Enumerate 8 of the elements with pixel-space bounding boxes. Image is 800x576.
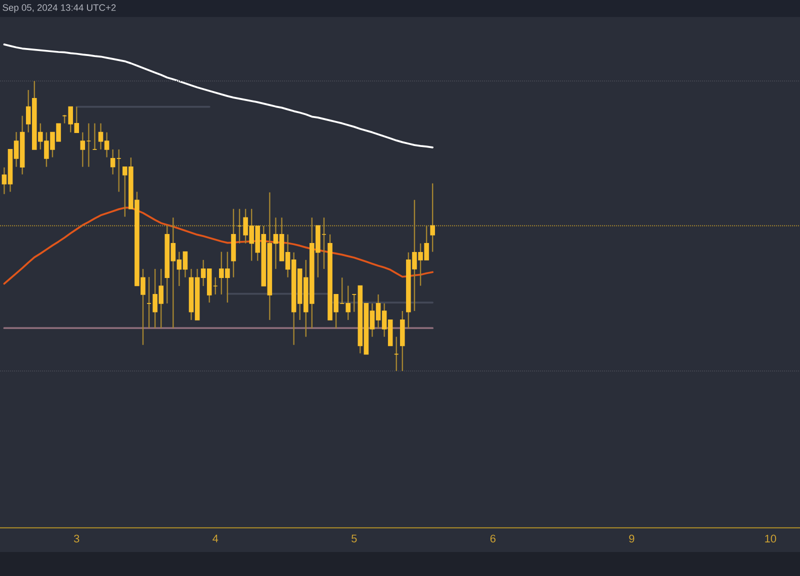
x-tick-label: 6: [490, 534, 496, 542]
x-tick-label: 3: [74, 534, 80, 542]
candlestick: [110, 148, 116, 175]
text: Sep 05, 2024 13:44 UTC+2: [2, 4, 116, 13]
x-tick-label: 4: [212, 534, 218, 542]
x-tick-label: 5: [352, 534, 357, 542]
x-tick-label: 9: [629, 534, 634, 542]
x-tick-label: 10: [765, 534, 776, 542]
